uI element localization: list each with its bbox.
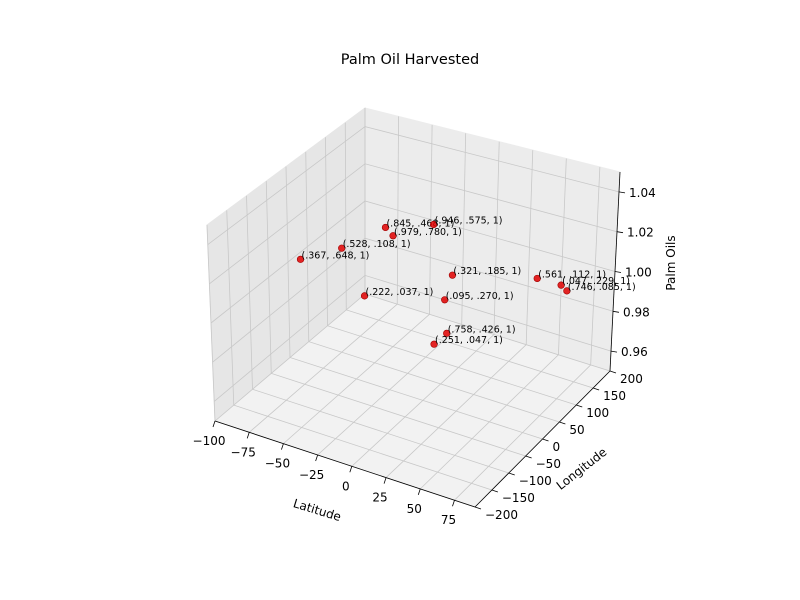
z-axis-label: Palm Oils [664,235,678,290]
y-tick-label: 0 [553,440,561,454]
y-tick-label: 50 [569,423,584,437]
chart-title: Palm Oil Harvested [341,52,479,68]
z-tick-label: 0.98 [623,305,650,319]
x-tick-mark [349,466,353,473]
x-axis-label: Latitude [292,496,343,524]
data-point [389,232,397,240]
z-tick-label: 1.02 [627,226,654,240]
data-point [533,274,541,283]
y-tick-mark [559,421,566,425]
data-point-label: (.758, .426, 1) [448,324,516,335]
z-tick-label: 0.96 [621,345,648,359]
x-tick-label: 0 [342,479,350,493]
data-point [296,255,305,263]
x-tick-mark [281,443,284,450]
y-tick-label: −100 [519,474,552,488]
z-tick-mark [612,310,620,313]
grid-line-y [285,166,543,440]
grid-line-y [265,181,526,457]
data-point-label: (.251, .047, 1) [435,335,503,346]
data-point-label: (.979, .780, 1) [394,227,462,238]
x-tick-mark [315,454,319,462]
data-point [443,329,451,337]
z-tick-mark [610,350,618,353]
y-tick-label: 150 [603,389,626,403]
data-point [338,244,346,252]
data-point [441,296,449,304]
x-tick-label: −100 [193,434,226,448]
data-point-label: (.095, .270, 1) [446,291,514,302]
grid-line-z [209,163,618,285]
y-tick-mark [474,506,482,510]
data-point-label: (.528, .108, 1) [343,239,411,250]
x-tick-mark [212,420,216,428]
x-tick-mark [417,488,421,496]
data-point-label: (.321, .185, 1) [453,266,521,277]
y-tick-label: −50 [536,457,561,471]
data-point [381,223,390,232]
y-tick-mark [508,472,515,476]
y-tick-mark [491,489,499,493]
z-tick-label: 1.04 [629,186,656,200]
data-point [448,271,457,279]
x-tick-mark [383,477,387,484]
x-tick-label: −50 [265,457,290,471]
data-point-label: (.561, .112, 1) [538,269,606,280]
x-tick-label: −75 [231,445,256,459]
grid-line-z [213,274,612,402]
axis-panes [206,107,621,508]
y-tick-label: −150 [502,491,535,505]
grid-line-y [246,195,509,474]
y-tick-mark [609,370,617,374]
x-tick-label: 25 [372,491,387,505]
grid-line-z [212,237,614,363]
y-axis-label: Longitude [554,445,610,493]
data-point-label: (.946, .575, 1) [435,215,503,226]
grid-line-z [210,200,616,324]
grid-lines [206,108,620,508]
data-point [360,292,369,300]
data-point [563,287,571,295]
z-tick-mark [614,271,622,273]
x-tick-label: −25 [299,468,324,482]
y-tick-label: 100 [586,406,609,420]
data-point-label: (.222, .037, 1) [366,287,434,298]
x-tick-mark [452,500,455,507]
y-tick-mark [592,387,600,391]
grid-line-y [325,137,577,406]
z-tick-label: 1.00 [625,266,652,280]
data-point [430,340,438,348]
y-tick-mark [542,438,549,442]
x-tick-label: 75 [441,513,456,527]
data-point-label: (.746, .085, 1) [568,282,636,293]
y-tick-label: 200 [620,372,643,386]
grid-line-y [305,151,560,423]
z-tick-mark [618,191,626,194]
x-tick-mark [246,432,250,439]
data-point-label: (.845, .468, 1) [386,218,454,229]
z-tick-mark [616,231,624,234]
grid-line-y [226,210,492,491]
y-tick-label: −200 [485,508,518,522]
grid-line-z [207,126,620,245]
x-axis-line [214,420,476,508]
data-point-label: (.367, .648, 1) [302,250,370,261]
data-point [557,281,565,289]
grid-line-y [344,122,594,389]
y-tick-mark [525,455,532,459]
data-point [430,220,438,229]
data-points: (.367, .648, 1)(.528, .108, 1) (.845, .46… [296,215,636,348]
y-tick-mark [576,404,583,408]
data-point-label: (.047, .229, 1) [562,276,630,287]
x-tick-label: 50 [407,502,422,516]
